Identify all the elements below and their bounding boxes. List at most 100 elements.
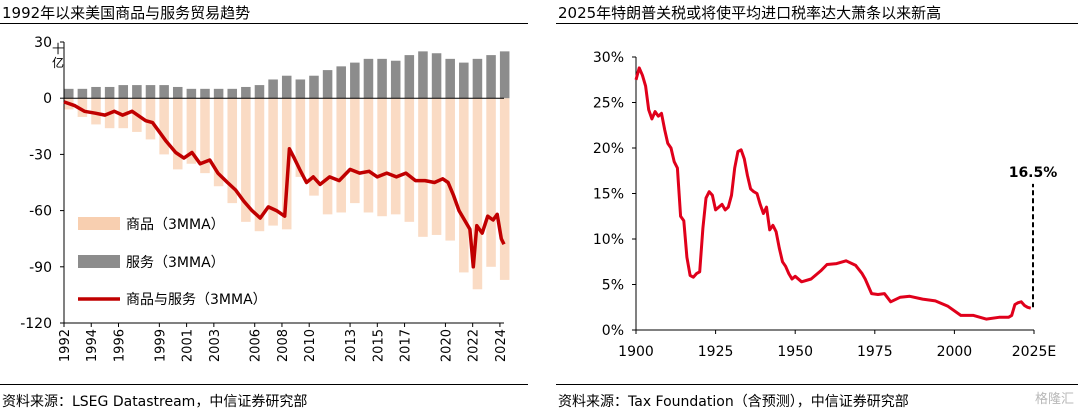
left-x-tick-label: 2015 — [371, 329, 386, 362]
left-title-rule — [0, 23, 528, 24]
tariff-rate-line — [634, 66, 1032, 321]
left-y-tick-label: 30 — [34, 35, 52, 51]
goods-bar — [459, 98, 469, 273]
services-bar — [390, 60, 401, 99]
right-y-tick-label: 0% — [602, 323, 624, 339]
services-bar — [418, 51, 428, 99]
goods-bar — [268, 98, 278, 226]
left-x-tick-label: 1996 — [112, 329, 127, 362]
right-x-tick-label: 1900 — [618, 344, 654, 360]
services-bar — [486, 55, 496, 99]
services-bar — [350, 62, 360, 99]
left-x-tick-label: 1999 — [153, 329, 168, 362]
watermark-text: 格隆汇 — [1034, 392, 1074, 407]
left-y-tick-label: -120 — [20, 316, 52, 332]
left-x-tick-label: 2020 — [439, 329, 454, 362]
goods-bar — [295, 98, 306, 177]
goods-bar — [377, 98, 387, 217]
left-y-tick-label: 0 — [43, 91, 52, 107]
services-bar — [200, 88, 210, 99]
left-x-tick-label: 2024 — [494, 329, 509, 362]
services-bar — [213, 88, 224, 99]
left-x-tick-label: 2001 — [181, 329, 196, 362]
goods-bar — [241, 98, 251, 222]
services-bar — [91, 86, 101, 99]
goods-bar — [159, 98, 169, 155]
left-chart-panel: 1992年以来美国商品与服务贸易趋势 30 0 -30 -60 -90 -120 十亿 199… — [0, 0, 530, 412]
goods-bar — [431, 98, 442, 235]
right-x-tick-label: 1975 — [857, 344, 893, 360]
goods-bar — [145, 98, 156, 140]
left-y-tick-label: -30 — [29, 147, 52, 163]
left-chart-svg: 30 0 -30 -60 -90 -120 十亿 1992 1994 1996 1999 2001 20… — [20, 35, 510, 362]
services-bar — [281, 75, 292, 99]
right-title-rule — [556, 23, 1078, 24]
goods-bar — [350, 98, 360, 204]
left-x-tick-label: 2017 — [399, 329, 414, 362]
goods-bar — [445, 98, 455, 241]
services-bar — [254, 85, 265, 99]
goods-bar — [486, 98, 496, 267]
legend-swatch — [78, 255, 120, 268]
left-unit-label-1: 十 — [52, 42, 64, 56]
left-x-tick-label: 1994 — [85, 329, 100, 362]
goods-bar — [254, 98, 265, 232]
legend-label: 商品与服务（3MMA） — [126, 292, 267, 308]
services-bar — [159, 85, 169, 99]
services-bar — [104, 86, 115, 99]
services-bar — [377, 58, 387, 99]
right-chart-svg: 0% 5% 10% 15% 20% 25% 30% 1900 1925 1950 1975 2000 2… — [593, 50, 1058, 360]
goods-bar — [186, 98, 197, 164]
services-bar — [472, 58, 483, 99]
goods-bar — [200, 98, 210, 174]
legend-label: 服务（3MMA） — [126, 255, 225, 271]
services-bar — [241, 86, 251, 99]
right-chart-source: 资料来源：Tax Foundation（含预测），中信证券研究部 — [558, 394, 909, 410]
goods-bar — [91, 98, 101, 125]
services-bar — [64, 88, 74, 99]
total-trade-line — [63, 100, 506, 269]
right-y-tick-label: 5% — [602, 278, 624, 294]
services-bar — [309, 75, 319, 99]
services-bar — [336, 66, 346, 99]
left-x-tick-label: 2022 — [467, 329, 482, 362]
right-x-tick-label: 2000 — [937, 344, 973, 360]
right-y-tick-label: 15% — [593, 187, 624, 203]
left-chart-source: 资料来源：LSEG Datastream，中信证券研究部 — [2, 394, 308, 410]
legend-label: 商品（3MMA） — [126, 217, 225, 233]
services-bar — [363, 58, 374, 99]
services-bar — [118, 85, 129, 99]
forecast-annotation-label: 16.5% — [1009, 165, 1058, 181]
right-x-tick-label: 2025E — [1012, 344, 1056, 360]
services-bar — [227, 88, 238, 99]
left-x-tick-label: 2008 — [276, 329, 291, 362]
goods-bar — [336, 98, 346, 213]
right-y-tick-label: 20% — [593, 141, 624, 157]
left-y-tick-label: -60 — [29, 204, 52, 220]
left-x-tick-label: 2013 — [344, 329, 359, 362]
services-bar — [445, 58, 455, 99]
left-source-rule — [0, 384, 528, 385]
right-chart-title: 2025年特朗普关税或将使平均进口税率达大萧条以来新高 — [558, 4, 942, 22]
services-bar — [145, 85, 156, 99]
services-bar — [132, 85, 142, 99]
left-y-tick-label: -90 — [29, 260, 52, 276]
left-x-tick-label: 1992 — [58, 329, 73, 362]
right-y-tick-label: 10% — [593, 232, 624, 248]
right-source-rule — [556, 384, 1078, 385]
services-bar — [172, 86, 183, 99]
goods-bar — [309, 98, 319, 196]
services-bar — [499, 51, 510, 99]
services-bar — [268, 79, 278, 99]
services-bar — [431, 53, 442, 99]
goods-bar — [363, 98, 374, 213]
goods-bar — [77, 98, 88, 117]
left-x-tick-label: 2010 — [303, 329, 318, 362]
left-unit-label-2: 亿 — [52, 55, 64, 70]
left-chart-title: 1992年以来美国商品与服务贸易趋势 — [2, 4, 251, 22]
right-x-tick-label: 1925 — [698, 344, 734, 360]
goods-bar — [227, 98, 238, 204]
services-bar — [295, 79, 306, 99]
goods-bar — [390, 98, 401, 215]
services-bar — [404, 55, 415, 99]
